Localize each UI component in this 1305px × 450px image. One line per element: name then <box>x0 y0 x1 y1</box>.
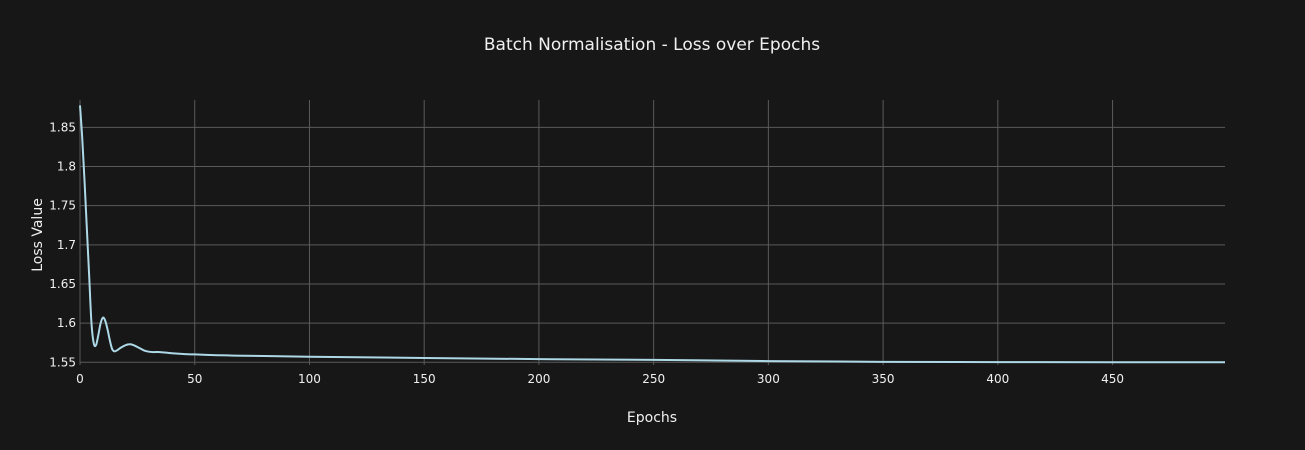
x-tick-label: 400 <box>986 372 1009 386</box>
y-tick-label: 1.65 <box>49 277 76 291</box>
y-tick-labels: 1.55 1.6 1.65 1.7 1.75 1.8 1.85 <box>49 120 76 369</box>
x-tick-label: 350 <box>872 372 895 386</box>
y-tick-label: 1.6 <box>57 316 76 330</box>
x-tick-label: 50 <box>187 372 202 386</box>
y-tick-label: 1.7 <box>57 238 76 252</box>
x-gridlines <box>79 100 1114 365</box>
y-tick-label: 1.85 <box>49 120 76 134</box>
y-axis-title: Loss Value <box>30 198 46 272</box>
y-tick-label: 1.55 <box>49 355 76 369</box>
x-tick-label: 100 <box>298 372 321 386</box>
y-tick-label: 1.8 <box>57 160 76 174</box>
loss-series-line <box>79 105 1226 364</box>
x-tick-label: 250 <box>642 372 665 386</box>
x-tick-label: 0 <box>76 372 84 386</box>
chart-title: Batch Normalisation - Loss over Epochs <box>484 35 820 55</box>
x-tick-label: 200 <box>527 372 550 386</box>
x-tick-label: 450 <box>1101 372 1124 386</box>
x-axis-title: Epochs <box>627 410 677 426</box>
x-tick-label: 150 <box>413 372 436 386</box>
y-tick-label: 1.75 <box>49 199 76 213</box>
x-tick-label: 300 <box>757 372 780 386</box>
x-tick-labels: 0 50 100 150 200 250 300 350 400 450 <box>76 372 1124 386</box>
series-layer <box>79 105 1226 364</box>
